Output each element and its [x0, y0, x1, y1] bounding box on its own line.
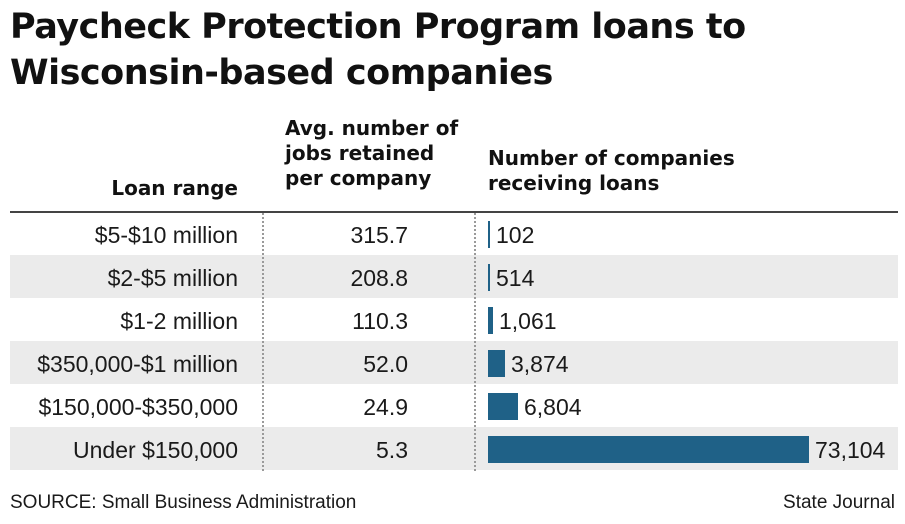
chart-title: Paycheck Protection Program loans to Wis… [10, 7, 746, 93]
companies-bar [488, 264, 490, 291]
companies-value-label: 3,874 [511, 351, 569, 377]
jobs-retained-value: 52.0 [363, 351, 408, 377]
header-loan-range: Loan range [111, 176, 238, 200]
table-row: Under $150,000 5.3 73,104 [10, 427, 898, 470]
jobs-retained-value: 315.7 [350, 222, 408, 248]
loan-range-label: $1-2 million [120, 308, 238, 334]
loan-range-label: $2-$5 million [107, 265, 238, 291]
column-divider [474, 213, 476, 471]
table-top-rule [10, 211, 898, 213]
loan-range-label: $350,000-$1 million [37, 351, 238, 377]
table-row: $2-$5 million 208.8 514 [10, 255, 898, 298]
companies-bar [488, 393, 518, 420]
source-note: SOURCE: Small Business Administration [10, 492, 357, 513]
companies-bar [488, 307, 493, 334]
loan-range-label: Under $150,000 [73, 437, 238, 463]
table-row: $350,000-$1 million 52.0 3,874 [10, 341, 898, 384]
loan-range-label: $150,000-$350,000 [38, 394, 238, 420]
companies-value-label: 514 [496, 265, 535, 291]
jobs-retained-value: 5.3 [376, 437, 408, 463]
companies-bar [488, 350, 505, 377]
credit-label: State Journal [783, 492, 895, 513]
jobs-retained-value: 24.9 [363, 394, 408, 420]
column-divider [262, 213, 264, 471]
table-row: $150,000-$350,000 24.9 6,804 [10, 384, 898, 427]
header-companies: Number of companies receiving loans [488, 146, 735, 195]
companies-bar [488, 221, 490, 248]
jobs-retained-value: 208.8 [350, 265, 408, 291]
jobs-retained-value: 110.3 [352, 308, 408, 334]
loan-range-label: $5-$10 million [94, 222, 238, 248]
companies-value-label: 6,804 [524, 394, 582, 420]
table-row: $1-2 million 110.3 1,061 [10, 298, 898, 341]
companies-bar [488, 436, 809, 463]
header-jobs-retained: Avg. number of jobs retained per company [285, 116, 459, 190]
table-row: $5-$10 million 315.7 102 [10, 212, 898, 255]
companies-value-label: 1,061 [499, 308, 557, 334]
companies-value-label: 73,104 [815, 437, 886, 463]
companies-value-label: 102 [496, 222, 535, 248]
